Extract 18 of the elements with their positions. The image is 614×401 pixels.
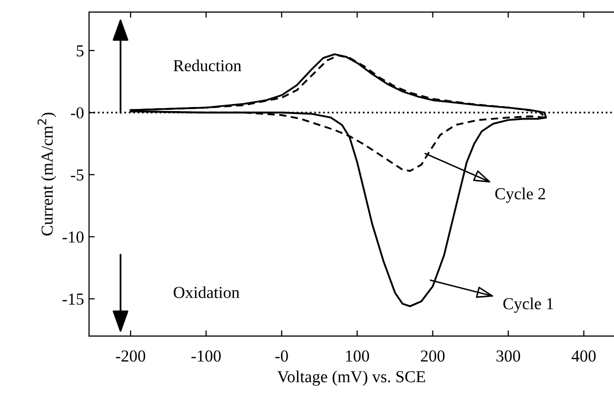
y-tick-label: -15 [62, 294, 84, 305]
annotation: Cycle 2 [495, 188, 546, 203]
annotation: Cycle 1 [503, 298, 554, 313]
y-axis-title: Current (mA/cm$^{2}$) [38, 112, 56, 236]
x-tick-label: -100 [191, 350, 221, 362]
y-tick-label: -10 [62, 231, 84, 243]
annotation: Reduction [174, 60, 242, 72]
x-tick-label: 200 [420, 350, 445, 362]
y-tick-label: -0 [70, 107, 84, 119]
x-axis-title: Voltage (mV) vs. SCE [277, 370, 426, 386]
y-tick-label: -5 [70, 170, 84, 181]
x-tick-label: -200 [116, 350, 146, 362]
annotation: Oxidation [174, 286, 240, 298]
x-tick-label: 400 [572, 350, 596, 362]
x-tick-label: 100 [346, 350, 370, 362]
x-tick-label: -0 [275, 350, 288, 362]
y-tick-label: 5 [76, 45, 84, 56]
x-tick-label: 300 [496, 350, 520, 362]
